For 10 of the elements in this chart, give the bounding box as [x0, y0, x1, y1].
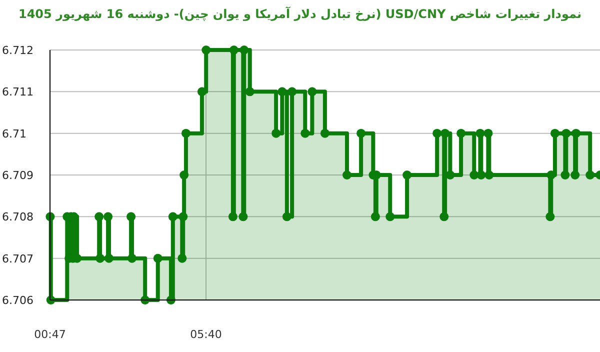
- y-tick-label: 6.709: [2, 169, 34, 182]
- x-tick-label: 00:47: [34, 328, 66, 341]
- y-tick-label: 6.707: [2, 252, 34, 266]
- y-tick-label: 6.711: [2, 86, 34, 99]
- chart-title: نمودار تغییرات شاخص USD/CNY (نرخ تبادل دلار آمریکا و یوان چین)- دوشنبه 16 شهریور 1405: [18, 6, 582, 21]
- x-tick-label: 05:40: [190, 328, 222, 341]
- y-tick-label: 6.706: [2, 294, 34, 307]
- y-tick-label: 6.712: [2, 44, 34, 57]
- y-tick-label: 6.708: [2, 210, 34, 224]
- y-tick-label: 6.71: [2, 127, 26, 140]
